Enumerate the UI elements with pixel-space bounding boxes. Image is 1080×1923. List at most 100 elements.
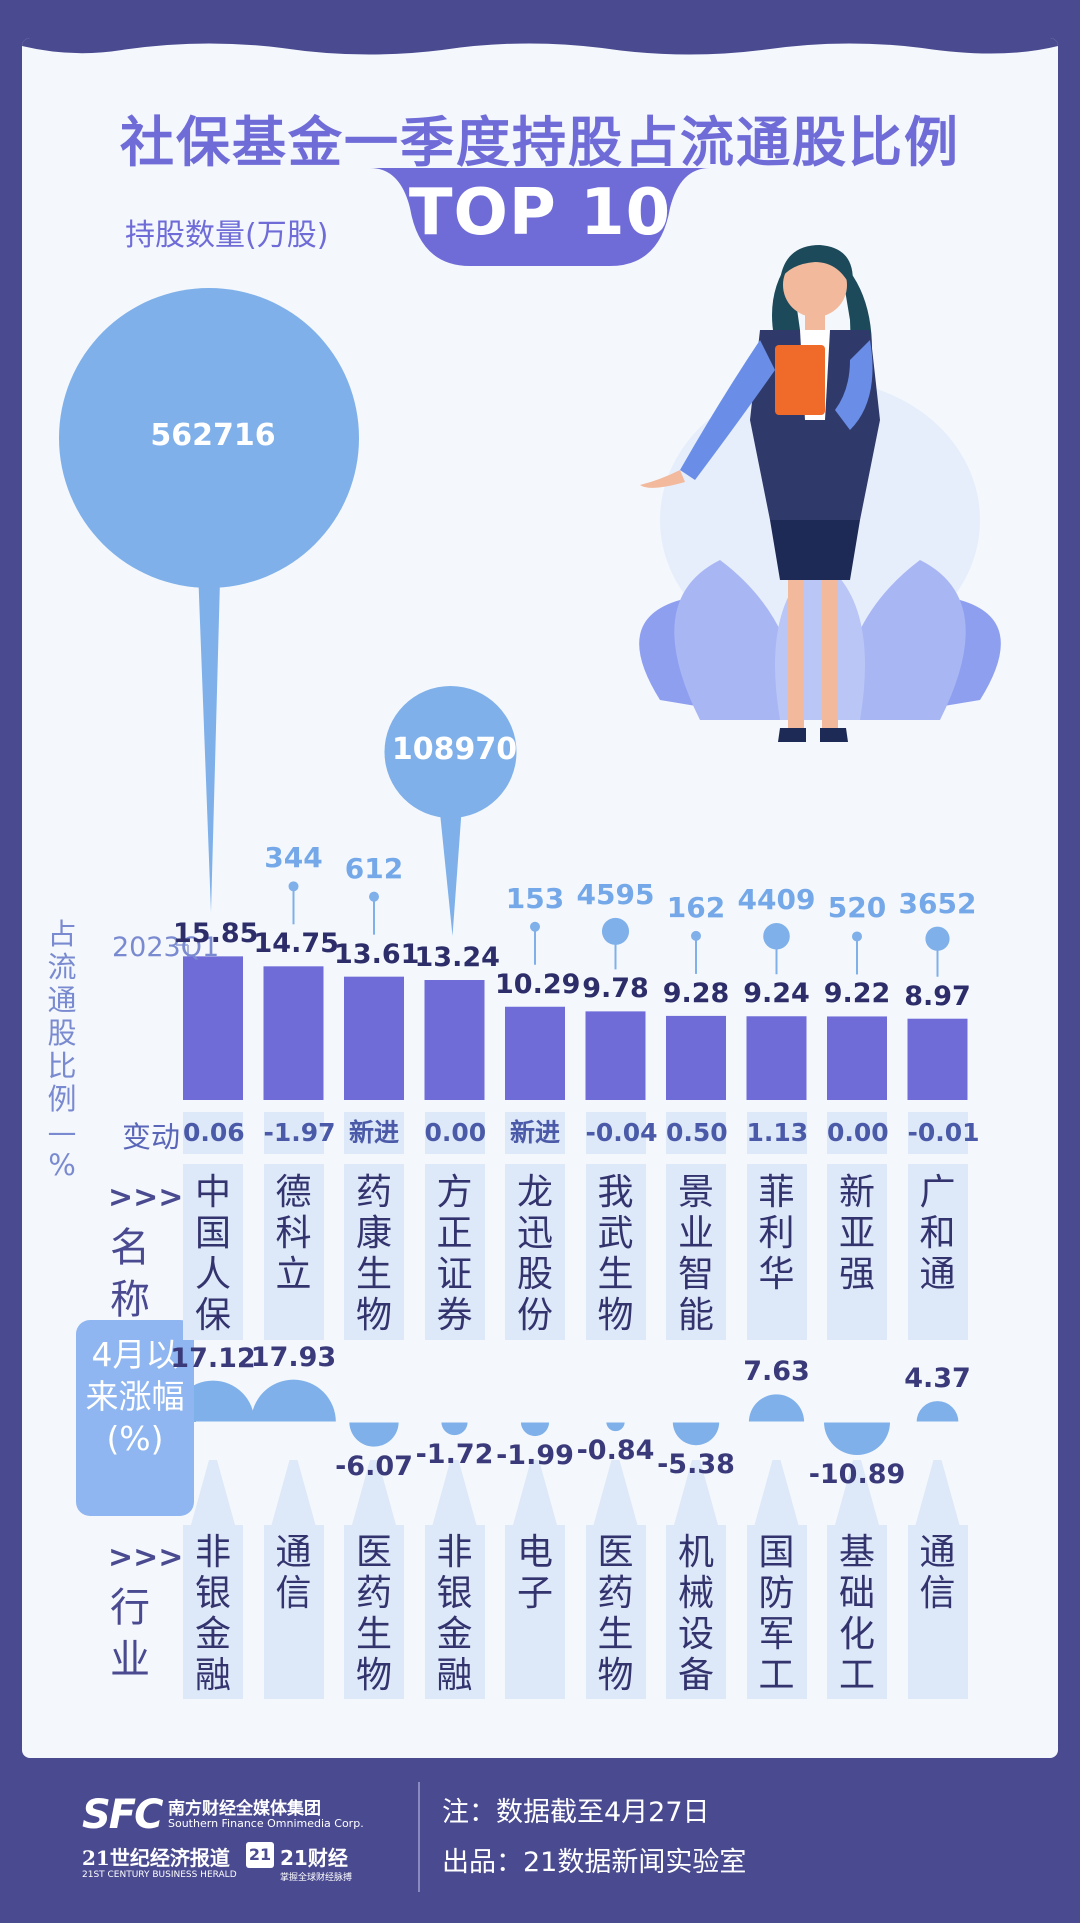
bar	[183, 956, 243, 1100]
industry-pointer	[915, 1460, 960, 1525]
holding-value: 520	[827, 891, 887, 925]
gain-value: 7.63	[743, 1356, 810, 1388]
name-strip	[424, 1164, 485, 1340]
industry-strip	[666, 1525, 726, 1699]
name-strip	[183, 1164, 243, 1340]
change-cell: 新进	[344, 1112, 404, 1154]
bar	[263, 966, 324, 1100]
change-cell: -0.04	[585, 1112, 658, 1154]
gain-value: -6.07	[335, 1450, 413, 1482]
top-wave-decoration	[22, 38, 1058, 55]
note-date: 注：数据截至4月27日	[442, 1797, 710, 1828]
sfc-logo: SFC	[82, 1792, 163, 1838]
bar-value-label: 9.78	[582, 973, 649, 1005]
change-cell: -1.97	[263, 1112, 336, 1154]
industry-name: 非银金融	[194, 1532, 231, 1696]
bar-value-label: 13.61	[334, 938, 420, 970]
change-label: 变动	[122, 1120, 181, 1154]
industry-strip	[585, 1525, 646, 1699]
gain-positive	[748, 1394, 805, 1422]
industry-strip	[907, 1525, 968, 1699]
footer-divider	[418, 1782, 420, 1892]
holding-value: 4595	[576, 877, 655, 911]
holding-bubble-pointer	[197, 543, 221, 913]
gain-value: 17.12	[170, 1342, 256, 1374]
industry-name: 医药生物	[355, 1532, 392, 1696]
stock-name: 方正证券	[436, 1172, 473, 1336]
holding-value: 3652	[898, 886, 977, 920]
bar-value-label: 9.24	[743, 978, 810, 1010]
gain-positive	[916, 1401, 959, 1422]
top10-badge: TOP 10	[408, 176, 672, 250]
industry-pointer	[271, 1460, 316, 1525]
c21-logo: 21财经	[280, 1846, 348, 1870]
industry-name: 机械设备	[677, 1532, 714, 1696]
bar	[344, 976, 404, 1100]
holding-value: 344	[264, 841, 323, 875]
stock-name: 中国人保	[194, 1172, 231, 1336]
name-arrows: >>>	[108, 1180, 184, 1215]
name-strip	[666, 1164, 726, 1340]
change-cell: 0.00	[424, 1112, 486, 1154]
holdings-label: 持股数量(万股)	[125, 218, 329, 253]
bar	[746, 1016, 807, 1100]
gain-tab	[76, 1320, 194, 1516]
illustration-woman	[639, 245, 1001, 742]
name-strip	[585, 1164, 646, 1340]
bar-value-label: 14.75	[253, 928, 339, 960]
industry-arrows	[191, 1460, 960, 1525]
stock-name: 我武生物	[597, 1172, 634, 1336]
industry-name: 通信	[275, 1532, 312, 1614]
industry-name: 医药生物	[597, 1532, 634, 1696]
industry-strip	[344, 1525, 404, 1699]
name-strip	[827, 1164, 887, 1340]
bar-value-label: 13.24	[414, 942, 500, 973]
herald-english: 21ST CENTURY BUSINESS HERALD	[82, 1870, 237, 1880]
holding-bubble	[59, 288, 359, 588]
bar	[666, 1015, 726, 1100]
industry-strip	[505, 1525, 565, 1699]
sfc-english-name: Southern Finance Omnimedia Corp.	[168, 1817, 364, 1830]
holding-bubble-pointer	[438, 798, 463, 937]
herald-logo: 21世纪经济报道	[82, 1846, 230, 1870]
change-cell: -0.01	[907, 1112, 980, 1154]
industry-name: 通信	[919, 1532, 956, 1614]
holding-value: 562716	[150, 418, 276, 453]
gain-negative	[606, 1422, 625, 1432]
gain-negative	[349, 1422, 399, 1447]
industry-name: 非银金融	[436, 1532, 473, 1696]
gain-value: -5.38	[657, 1449, 735, 1481]
industry-label: 行业	[110, 1585, 150, 1683]
industry-pointer	[352, 1460, 396, 1525]
gain-value: -1.99	[496, 1440, 574, 1472]
stock-name: 景业智能	[677, 1172, 714, 1336]
gain-positive	[251, 1379, 336, 1422]
name-strip	[344, 1164, 404, 1340]
change-cell: 0.00	[827, 1112, 889, 1154]
page-title: 社保基金一季度持股占流通股比例	[120, 111, 960, 174]
bar-value-label: 10.29	[495, 968, 581, 1000]
name-strip	[263, 1164, 324, 1340]
bar-value-label: 8.97	[904, 980, 971, 1012]
stock-name: 德科立	[275, 1172, 312, 1295]
industry-pointer	[513, 1460, 557, 1525]
name-strip	[505, 1164, 565, 1340]
stock-name: 新亚强	[838, 1172, 875, 1295]
bar	[827, 1016, 887, 1100]
holding-value: 4409	[737, 882, 816, 916]
industry-name: 电子	[516, 1532, 553, 1614]
quarter-label: 2023Q1	[112, 932, 220, 963]
industry-pointer	[674, 1460, 718, 1525]
industry-name: 基础化工	[838, 1532, 875, 1696]
stock-name: 药康生物	[355, 1172, 392, 1336]
bar	[907, 1018, 968, 1100]
holding-value: 108970	[391, 732, 518, 767]
gain-value: 17.93	[250, 1341, 337, 1373]
sfc-name: 南方财经全媒体集团	[168, 1799, 321, 1819]
top10-tab-shape	[370, 168, 710, 266]
c21-subtitle: 掌握全球财经脉搏	[280, 1873, 353, 1883]
bar-value-label: 9.22	[823, 978, 891, 1010]
gain-negative	[824, 1422, 890, 1455]
name-strip	[746, 1164, 807, 1340]
industry-strip	[183, 1525, 243, 1699]
